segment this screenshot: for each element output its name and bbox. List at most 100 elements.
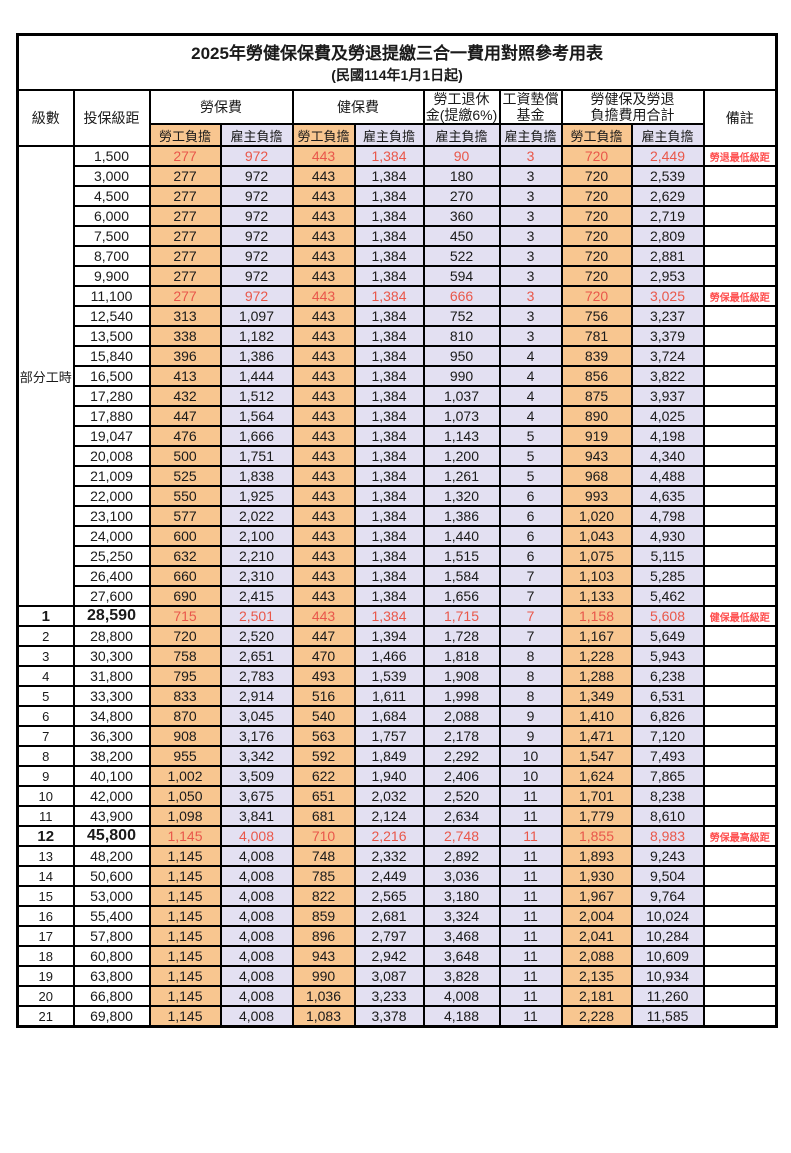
value-cell: 270 — [422, 185, 501, 208]
value-cell: 2,124 — [353, 805, 425, 828]
value-cell: 1,349 — [560, 685, 633, 708]
value-cell: 2,783 — [219, 665, 294, 688]
subheader-hi-employee: 勞工負擔 — [291, 123, 356, 148]
value-cell: 720 — [560, 225, 633, 248]
value-cell: 1,925 — [219, 485, 294, 508]
value-cell: 1,818 — [422, 645, 501, 668]
value-cell: 516 — [291, 685, 356, 708]
value-cell: 277 — [148, 165, 222, 188]
value-cell: 10,934 — [630, 965, 705, 988]
value-cell: 8,610 — [630, 805, 705, 828]
value-cell: 443 — [291, 545, 356, 568]
value-cell: 443 — [291, 225, 356, 248]
bracket-cell: 15,840 — [72, 345, 151, 368]
level-cell: 8 — [16, 745, 75, 768]
value-cell: 2,914 — [219, 685, 294, 708]
bracket-cell: 33,300 — [72, 685, 151, 708]
value-cell: 4,008 — [219, 845, 294, 868]
value-cell: 919 — [560, 425, 633, 448]
bracket-cell: 23,100 — [72, 505, 151, 528]
bracket-cell: 31,800 — [72, 665, 151, 688]
bracket-cell: 28,590 — [72, 605, 151, 628]
bracket-cell: 11,100 — [72, 285, 151, 308]
table-row: 11 43,900 1,098 3,841 681 2,124 2,634 11 1,779 8,… — [16, 805, 778, 828]
part-time-label: 部分工時 — [16, 145, 75, 608]
value-cell: 2,748 — [422, 825, 501, 848]
value-cell: 11 — [498, 805, 563, 828]
value-cell: 3,468 — [422, 925, 501, 948]
value-cell: 3,841 — [219, 805, 294, 828]
remark-cell — [702, 965, 778, 988]
table-row: 6 34,800 870 3,045 540 1,684 2,088 9 1,410 6,826 — [16, 705, 778, 728]
value-cell: 2,332 — [353, 845, 425, 868]
remark-cell: 健保最低級距 — [702, 605, 778, 628]
value-cell: 822 — [291, 885, 356, 908]
remark-cell — [702, 445, 778, 468]
value-cell: 2,634 — [422, 805, 501, 828]
fee-reference-table: 2025年勞健保保費及勞退提繳三合一費用對照參考用表 (民國114年1月1日起)… — [16, 33, 779, 1029]
value-cell: 3,324 — [422, 905, 501, 928]
value-cell: 2,100 — [219, 525, 294, 548]
value-cell: 2,942 — [353, 945, 425, 968]
value-cell: 1,624 — [560, 765, 633, 788]
subheader-li-employee: 勞工負擔 — [148, 123, 222, 148]
table-row: 17 57,800 1,145 4,008 896 2,797 3,468 11 2,041 10… — [16, 925, 778, 948]
remark-cell — [702, 465, 778, 488]
value-cell: 2,292 — [422, 745, 501, 768]
value-cell: 6 — [498, 485, 563, 508]
value-cell: 1,145 — [148, 945, 222, 968]
value-cell: 2,681 — [353, 905, 425, 928]
value-cell: 277 — [148, 225, 222, 248]
table-row: 部分工時 1,500 277 972 443 1,384 90 3 720 2,449 勞退最低級距 — [16, 145, 778, 608]
value-cell: 1,512 — [219, 385, 294, 408]
value-cell: 756 — [560, 305, 633, 328]
value-cell: 4,930 — [630, 525, 705, 548]
value-cell: 5,285 — [630, 565, 705, 588]
value-cell: 1,097 — [219, 305, 294, 328]
value-cell: 277 — [148, 265, 222, 288]
level-cell: 5 — [16, 685, 75, 708]
value-cell: 4,008 — [219, 985, 294, 1008]
header-group-row: 級數 投保級距 勞保費 健保費 勞工退休 金(提繳6%) 工資墊償 基金 勞健保… — [16, 88, 778, 148]
bracket-cell: 6,000 — [72, 205, 151, 228]
remark-cell: 勞保最高級距 — [702, 825, 778, 848]
value-cell: 360 — [422, 205, 501, 228]
value-cell: 993 — [560, 485, 633, 508]
value-cell: 1,384 — [353, 385, 425, 408]
remark-cell — [702, 265, 778, 288]
level-cell: 10 — [16, 785, 75, 808]
remark-cell — [702, 925, 778, 948]
value-cell: 1,075 — [560, 545, 633, 568]
bracket-cell: 50,600 — [72, 865, 151, 888]
value-cell: 443 — [291, 385, 356, 408]
level-cell: 3 — [16, 645, 75, 668]
value-cell: 2,088 — [560, 945, 633, 968]
value-cell: 943 — [291, 945, 356, 968]
table-row: 19,047 476 1,666 443 1,384 1,143 5 919 4,198 — [18, 425, 778, 448]
value-cell: 2,210 — [219, 545, 294, 568]
subheader-wage-fund-employer: 雇主負擔 — [498, 123, 563, 148]
remark-cell: 勞退最低級距 — [702, 145, 778, 168]
bracket-cell: 26,400 — [72, 565, 151, 588]
value-cell: 2,520 — [219, 625, 294, 648]
value-cell: 968 — [560, 465, 633, 488]
value-cell: 3,180 — [422, 885, 501, 908]
value-cell: 950 — [422, 345, 501, 368]
value-cell: 2,088 — [422, 705, 501, 728]
value-cell: 1,200 — [422, 445, 501, 468]
value-cell: 443 — [291, 265, 356, 288]
value-cell: 443 — [291, 245, 356, 268]
header-wage-fund-line1: 工資墊償 — [502, 91, 559, 107]
bracket-cell: 42,000 — [72, 785, 151, 808]
value-cell: 1,666 — [219, 425, 294, 448]
value-cell: 1,384 — [353, 405, 425, 428]
value-cell: 720 — [560, 265, 633, 288]
header-pension-line2: 金(提繳6%) — [425, 107, 498, 124]
value-cell: 1,940 — [353, 765, 425, 788]
header-wage-fund-line2: 基金 — [516, 107, 545, 124]
value-cell: 4 — [498, 345, 563, 368]
bracket-cell: 27,600 — [72, 585, 151, 608]
bracket-cell: 21,009 — [72, 465, 151, 488]
value-cell: 500 — [148, 445, 222, 468]
value-cell: 493 — [291, 665, 356, 688]
